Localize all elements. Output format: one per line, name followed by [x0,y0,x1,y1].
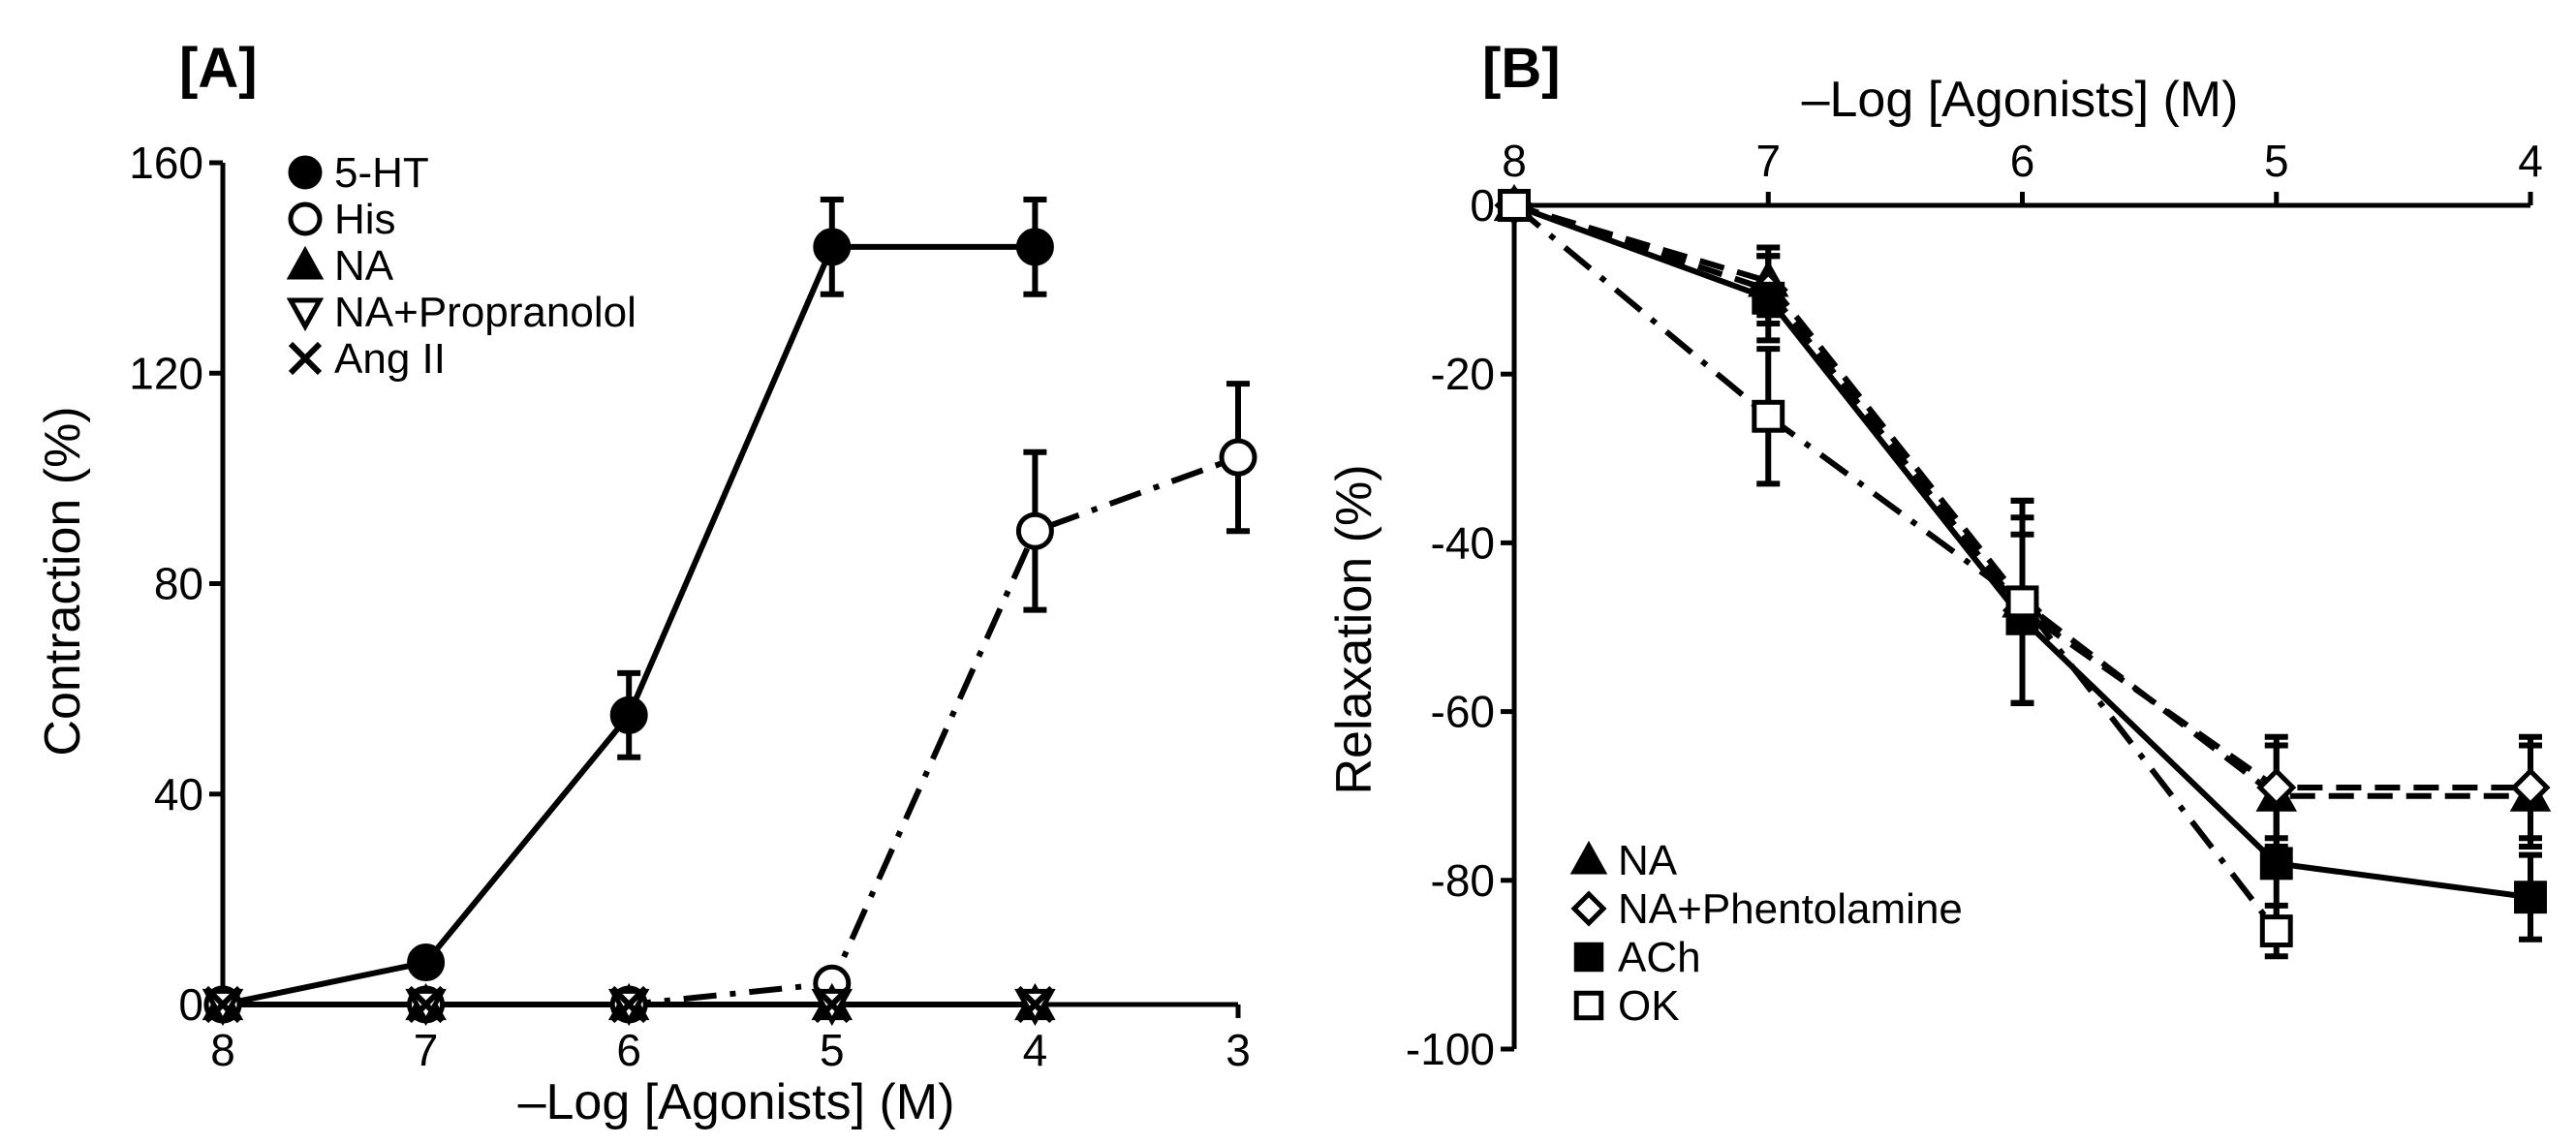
x-tick-label: 3 [1226,1025,1251,1075]
panel-b-y-label: Relaxation (%) [1326,464,1382,794]
data-point-na-phentolamine [2510,767,2551,808]
legend-label: ACh [1618,934,1701,981]
legend-symbol-his [288,201,323,236]
data-point-ach [1752,281,1785,315]
y-tick-label: 0 [178,979,203,1030]
legend-label: His [334,196,396,243]
data-point-na-phentolamine [2256,767,2297,808]
data-point-5-ht [813,228,852,266]
legend-symbol-5-ht [288,155,323,190]
series-line-ok [1512,202,2280,933]
legend-label: NA [1618,837,1678,884]
legend-label: OK [1618,982,1680,1030]
data-point-his [1219,438,1257,477]
legend-label: NA+Phentolamine [1618,885,1963,933]
legend-symbol-na-propranolol [286,297,325,332]
x-tick-label: 6 [2010,136,2035,186]
legend-label: 5-HT [334,149,429,197]
panel-a-x-label: –Log [Agonists] (M) [518,1074,955,1130]
y-tick-label: 40 [154,769,203,819]
legend-label: NA+Propranolol [334,289,636,336]
legend-symbol-ok [1573,990,1604,1021]
y-tick-label: -60 [1431,687,1495,737]
data-point-ang-ii [610,985,648,1024]
data-point-5-ht [1015,228,1054,266]
data-point-5-ht [609,696,648,734]
x-tick-label: 8 [1502,136,1527,186]
data-point-ach [2514,881,2547,914]
panel-b-ticks: 8 7 6 5 4 0 -20 -40 -60 -80 -100 [1406,136,2543,1074]
y-tick-label: 160 [129,138,203,188]
data-point-ok [2005,585,2039,619]
legend-symbol-na-phentolamine [1570,890,1607,927]
y-tick-label: 80 [154,559,203,609]
panel-b-x-label: –Log [Agonists] (M) [1802,72,2239,128]
panel-b-series [1493,183,2552,960]
panel-a-label: [A] [179,37,258,100]
x-tick-label: 4 [1023,1025,1048,1075]
panel-b-label: [B] [1482,37,1561,100]
data-point-ang-ii [203,985,242,1024]
legend-symbol-ach [1573,942,1604,973]
y-tick-label: -80 [1431,855,1495,906]
x-tick-label: 5 [820,1025,845,1075]
data-point-ach [2259,847,2293,881]
y-tick-label: 0 [1470,180,1495,231]
x-tick-label: 7 [414,1025,439,1075]
data-point-his [1015,511,1054,550]
x-tick-label: 7 [1755,136,1781,186]
data-point-ang-ii [407,985,445,1024]
legend-symbol-na [1569,840,1608,875]
x-tick-label: 5 [2264,136,2289,186]
data-point-ang-ii [1016,985,1054,1024]
y-tick-label: 120 [129,348,203,398]
data-point-ok [1498,189,1531,222]
data-point-ok [1752,399,1785,433]
y-tick-label: -20 [1431,349,1495,399]
panel-a-y-label: Contraction (%) [35,406,91,756]
data-point-ang-ii [813,985,851,1024]
legend-label: NA [334,242,394,290]
y-tick-label: -100 [1406,1024,1495,1074]
x-tick-label: 6 [616,1025,641,1075]
y-tick-label: -40 [1431,517,1495,568]
data-point-5-ht [407,943,446,982]
panel-a: [A] –Log [Agonists] (M) Contraction (%) … [35,37,1257,1130]
legend-label: Ang II [334,335,446,383]
data-point-ok [2259,914,2293,948]
x-tick-label: 8 [210,1025,235,1075]
x-tick-label: 4 [2518,136,2543,186]
legend-symbol-na [286,245,325,280]
panel-a-series [202,197,1257,1027]
legend-symbol-ang-ii [288,341,323,376]
panel-b: [B] –Log [Agonists] (M) Relaxation (%) 8… [1326,37,2552,1074]
panel-a-ticks: 8 7 6 5 4 3 0 40 80 120 160 [129,138,1251,1075]
series-line-his [223,454,1240,1007]
